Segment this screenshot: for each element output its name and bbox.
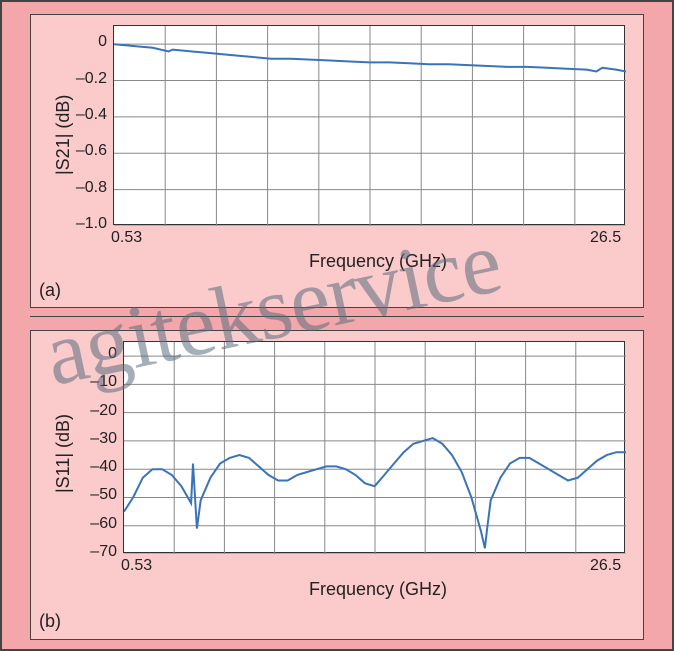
panel-separator	[30, 316, 644, 317]
x-tick-label: 0.53	[111, 229, 142, 247]
figure-container: |S21| (dB) Frequency (GHz) (a) 0 –0.2 –0.4…	[0, 0, 674, 651]
chart-b-ylabel: |S11| (dB)	[53, 414, 74, 493]
chart-b-xlabel: Frequency (GHz)	[309, 579, 447, 600]
x-tick-label: 26.5	[590, 229, 621, 247]
y-tick-label: –10	[90, 373, 117, 391]
y-tick-label: –70	[90, 543, 117, 561]
chart-a-svg	[114, 26, 626, 226]
x-tick-label: 0.53	[121, 557, 152, 575]
chart-a-sublabel: (a)	[39, 280, 61, 301]
y-tick-label: –0.6	[76, 142, 107, 160]
y-tick-label: –60	[90, 515, 117, 533]
chart-b-sublabel: (b)	[39, 611, 61, 632]
y-tick-label: 0	[98, 33, 107, 51]
chart-b-plot-area	[123, 341, 625, 553]
y-tick-label: –20	[90, 402, 117, 420]
y-tick-label: –40	[90, 458, 117, 476]
panel-a: |S21| (dB) Frequency (GHz) (a) 0 –0.2 –0.4…	[30, 14, 644, 308]
x-tick-label: 26.5	[590, 557, 621, 575]
chart-a-xlabel: Frequency (GHz)	[309, 251, 447, 272]
y-tick-label: –0.4	[76, 106, 107, 124]
y-tick-label: –1.0	[76, 215, 107, 233]
chart-a-ylabel: |S21| (dB)	[53, 95, 74, 175]
chart-a-plot-area	[113, 25, 625, 225]
y-tick-label: 0	[108, 345, 117, 363]
y-tick-label: –0.8	[76, 179, 107, 197]
chart-b-svg	[124, 342, 626, 554]
y-tick-label: –50	[90, 486, 117, 504]
panel-b: |S11| (dB) Frequency (GHz) (b) 0 –10 –20 –3…	[30, 330, 644, 640]
y-tick-label: –0.2	[76, 70, 107, 88]
y-tick-label: –30	[90, 430, 117, 448]
